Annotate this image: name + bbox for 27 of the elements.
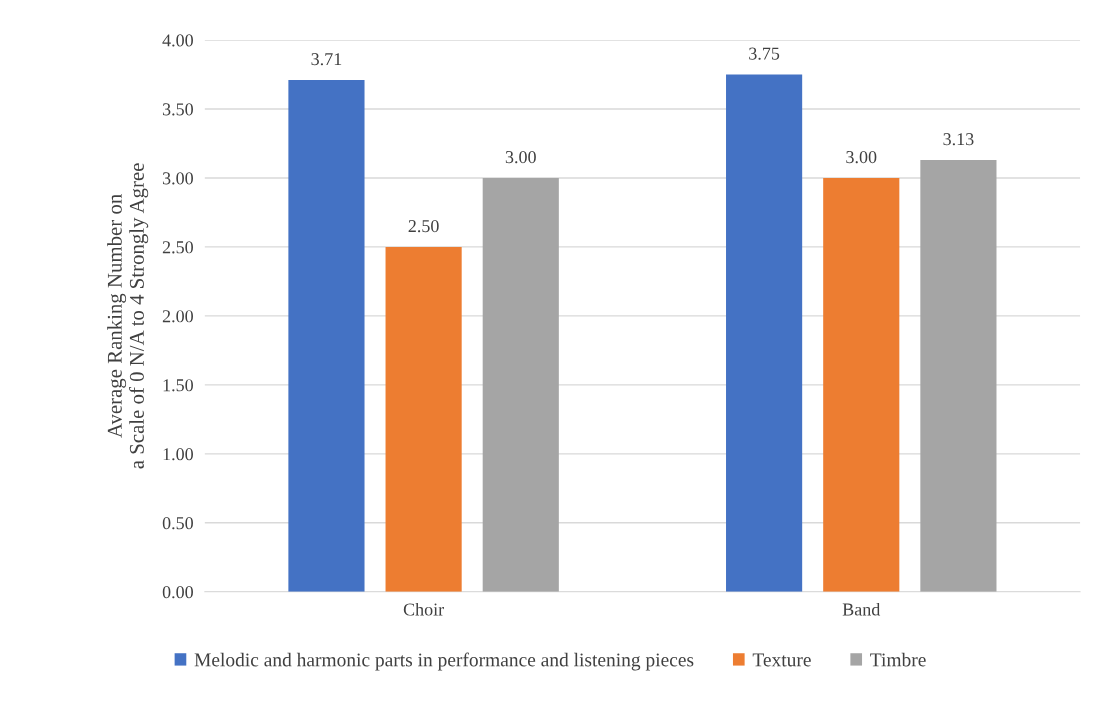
bar bbox=[920, 160, 997, 592]
legend-label: Texture bbox=[752, 653, 811, 667]
data-label: 3.00 bbox=[505, 150, 536, 164]
y-axis-title: Average Ranking Number on a Scale of 0 N/A to 4 Strongly Agree bbox=[107, 163, 149, 469]
y-tick-label: 2.50 bbox=[162, 241, 193, 254]
y-tick-label: 1.00 bbox=[163, 448, 193, 461]
bar bbox=[385, 246, 462, 592]
legend-label: Melodic and harmonic parts in performance and listening pieces bbox=[194, 652, 694, 671]
bar bbox=[288, 80, 365, 592]
data-label: 3.00 bbox=[846, 150, 877, 164]
y-tick-label: 3.50 bbox=[162, 103, 193, 116]
data-label: 3.13 bbox=[943, 133, 974, 146]
legend-label: Timbre bbox=[870, 652, 926, 667]
bar bbox=[482, 177, 559, 592]
data-label: 2.50 bbox=[408, 219, 439, 233]
y-tick-label: 3.00 bbox=[162, 172, 193, 185]
x-tick-label: Choir bbox=[403, 602, 445, 616]
x-tick-label: Band bbox=[842, 602, 881, 616]
data-label: 3.75 bbox=[749, 47, 780, 60]
bar bbox=[823, 177, 900, 592]
y-tick-label: 1.50 bbox=[163, 379, 193, 392]
y-tick-label: 4.00 bbox=[162, 34, 193, 47]
y-tick-label: 2.00 bbox=[162, 310, 193, 323]
data-label: 3.71 bbox=[311, 53, 342, 66]
bar bbox=[726, 74, 803, 592]
y-tick-label: 0.50 bbox=[162, 517, 193, 530]
y-tick-label: 0.00 bbox=[162, 586, 193, 599]
